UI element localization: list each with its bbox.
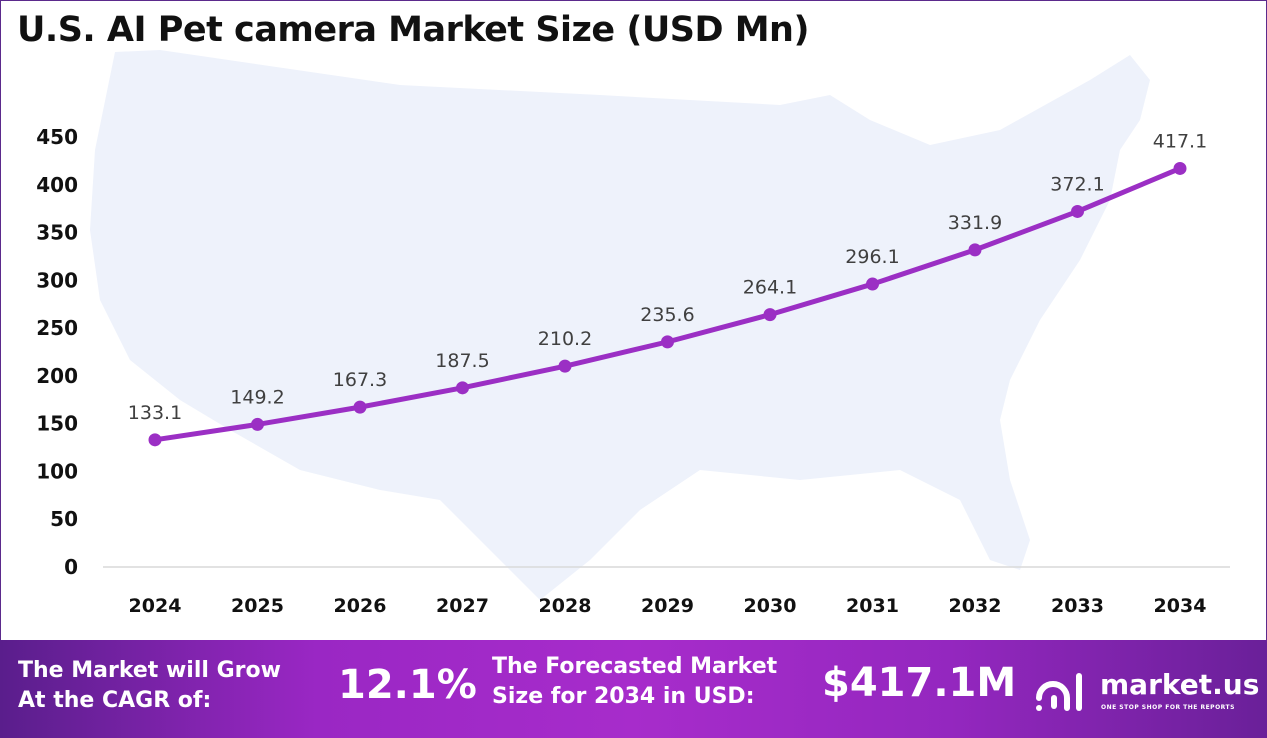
- market-us-logo-icon: [1036, 673, 1082, 711]
- data-label: 331.9: [948, 212, 1002, 234]
- y-tick-label: 150: [36, 412, 78, 436]
- forecast-value: $417.1M: [822, 660, 1017, 706]
- data-label: 296.1: [845, 246, 899, 268]
- data-point: [456, 381, 469, 395]
- forecast-label-line2: Size for 2034 in USD:: [492, 684, 755, 709]
- y-tick-label: 50: [50, 507, 78, 531]
- data-label: 167.3: [333, 369, 387, 391]
- x-tick-label: 2033: [1051, 595, 1104, 617]
- data-label: 417.1: [1153, 130, 1207, 152]
- data-label: 264.1: [743, 277, 797, 299]
- cagr-label-line2: At the CAGR of:: [18, 688, 212, 713]
- logo-name: market.us: [1100, 668, 1260, 701]
- y-tick-label: 0: [64, 555, 78, 579]
- x-tick-label: 2034: [1154, 595, 1207, 617]
- data-point: [661, 335, 674, 349]
- data-point: [251, 417, 264, 431]
- summary-banner: The Market will Grow At the CAGR of: 12.…: [0, 640, 1267, 738]
- y-tick-label: 400: [36, 173, 78, 197]
- data-label: 149.2: [230, 386, 284, 408]
- x-tick-label: 2027: [436, 595, 489, 617]
- us-map-background: [90, 50, 1150, 600]
- data-point: [148, 433, 162, 447]
- data-label: 235.6: [640, 304, 694, 326]
- x-tick-label: 2029: [641, 595, 694, 617]
- x-tick-label: 2030: [744, 595, 797, 617]
- x-tick-label: 2032: [949, 595, 1002, 617]
- data-label: 372.1: [1050, 173, 1104, 195]
- y-tick-label: 450: [36, 125, 78, 149]
- data-point: [763, 308, 777, 322]
- logo-tagline: ONE STOP SHOP FOR THE REPORTS: [1101, 704, 1235, 711]
- y-tick-label: 300: [36, 268, 78, 292]
- data-label: 210.2: [538, 328, 592, 350]
- data-point: [968, 243, 982, 257]
- data-point: [1173, 161, 1187, 175]
- x-tick-label: 2031: [846, 595, 899, 617]
- data-point: [353, 400, 367, 414]
- x-tick-label: 2024: [129, 595, 182, 617]
- y-tick-label: 100: [36, 459, 78, 483]
- x-tick-label: 2028: [539, 595, 592, 617]
- x-tick-label: 2026: [334, 595, 387, 617]
- data-point: [1071, 204, 1084, 218]
- data-label: 133.1: [128, 402, 182, 424]
- data-label: 187.5: [435, 350, 489, 372]
- data-point: [866, 277, 879, 291]
- forecast-label-line1: The Forecasted Market: [492, 654, 778, 679]
- data-point: [558, 359, 572, 373]
- y-tick-label: 200: [36, 364, 78, 388]
- y-tick-label: 350: [36, 221, 78, 245]
- y-tick-label: 250: [36, 316, 78, 340]
- cagr-label-line1: The Market will Grow: [18, 658, 281, 683]
- chart-title: U.S. AI Pet camera Market Size (USD Mn): [17, 10, 809, 50]
- chart-area: 0 50 100 150 200 250 300 350 400 450 2024 2025 2026…: [36, 50, 1230, 617]
- x-tick-label: 2025: [231, 595, 284, 617]
- cagr-value: 12.1%: [338, 662, 477, 708]
